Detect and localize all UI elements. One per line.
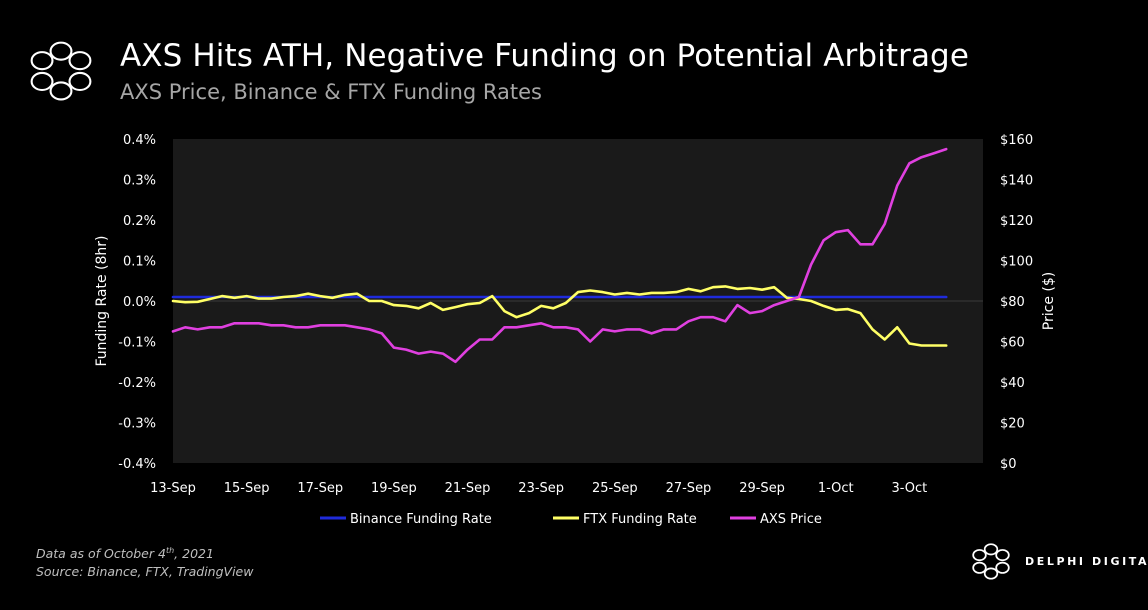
chart-title: AXS Hits ATH, Negative Funding on Potent… <box>120 38 970 74</box>
legend-label: FTX Funding Rate <box>583 512 697 527</box>
x-tick-label: 27-Sep <box>666 481 712 496</box>
series-line-ftx-funding-rate <box>171 285 948 347</box>
series-line-axs-price <box>171 147 948 364</box>
y-tick-label-right: $160 <box>1000 133 1033 148</box>
y-tick-label-left: 0.3% <box>123 174 156 189</box>
y-tick-label-right: $0 <box>1000 457 1017 472</box>
source-note: Source: Binance, FTX, TradingView <box>36 564 254 579</box>
brand-name: DELPHI DIGITAL <box>1025 555 1148 568</box>
y-axis-title-left: Funding Rate (8hr) <box>94 235 110 366</box>
y-tick-label-right: $140 <box>1000 174 1033 189</box>
x-tick-label: 23-Sep <box>518 481 564 496</box>
y-tick-label-left: -0.1% <box>118 336 156 351</box>
legend-label: Binance Funding Rate <box>350 512 492 527</box>
y-tick-label-right: $120 <box>1000 214 1033 229</box>
x-tick-label: 1-Oct <box>818 481 854 496</box>
legend: Binance Funding Rate FTX Funding Rate AXS … <box>320 512 822 527</box>
y-tick-label-left: -0.2% <box>118 376 156 391</box>
y-tick-label-right: $80 <box>1000 295 1025 310</box>
y-tick-label-left: 0.4% <box>123 133 156 148</box>
y-tick-label-left: 0.0% <box>123 295 156 310</box>
y-tick-label-right: $100 <box>1000 255 1033 270</box>
x-tick-label: 3-Oct <box>891 481 927 496</box>
x-tick-label: 19-Sep <box>371 481 417 496</box>
data-date-note: Data as of October 4th, 2021 <box>36 546 214 562</box>
y-axis-title-right: Price ($) <box>1041 272 1057 330</box>
x-tick-label: 21-Sep <box>445 481 491 496</box>
x-tick-label: 15-Sep <box>224 481 270 496</box>
x-tick-label: 17-Sep <box>297 481 343 496</box>
y-tick-label-right: $40 <box>1000 376 1025 391</box>
y-tick-label-left: -0.3% <box>118 417 156 432</box>
logo-icon <box>30 41 92 101</box>
y-tick-label-right: $60 <box>1000 336 1025 351</box>
y-tick-label-right: $20 <box>1000 417 1025 432</box>
legend-label: AXS Price <box>760 512 822 527</box>
y-tick-label-left: -0.4% <box>118 457 156 472</box>
y-tick-label-left: 0.1% <box>123 255 156 270</box>
brand-logo-icon <box>972 543 1010 580</box>
x-tick-label: 25-Sep <box>592 481 638 496</box>
y-tick-label-left: 0.2% <box>123 214 156 229</box>
x-tick-label: 29-Sep <box>739 481 785 496</box>
x-tick-label: 13-Sep <box>150 481 196 496</box>
chart-subtitle: AXS Price, Binance & FTX Funding Rates <box>120 80 542 104</box>
